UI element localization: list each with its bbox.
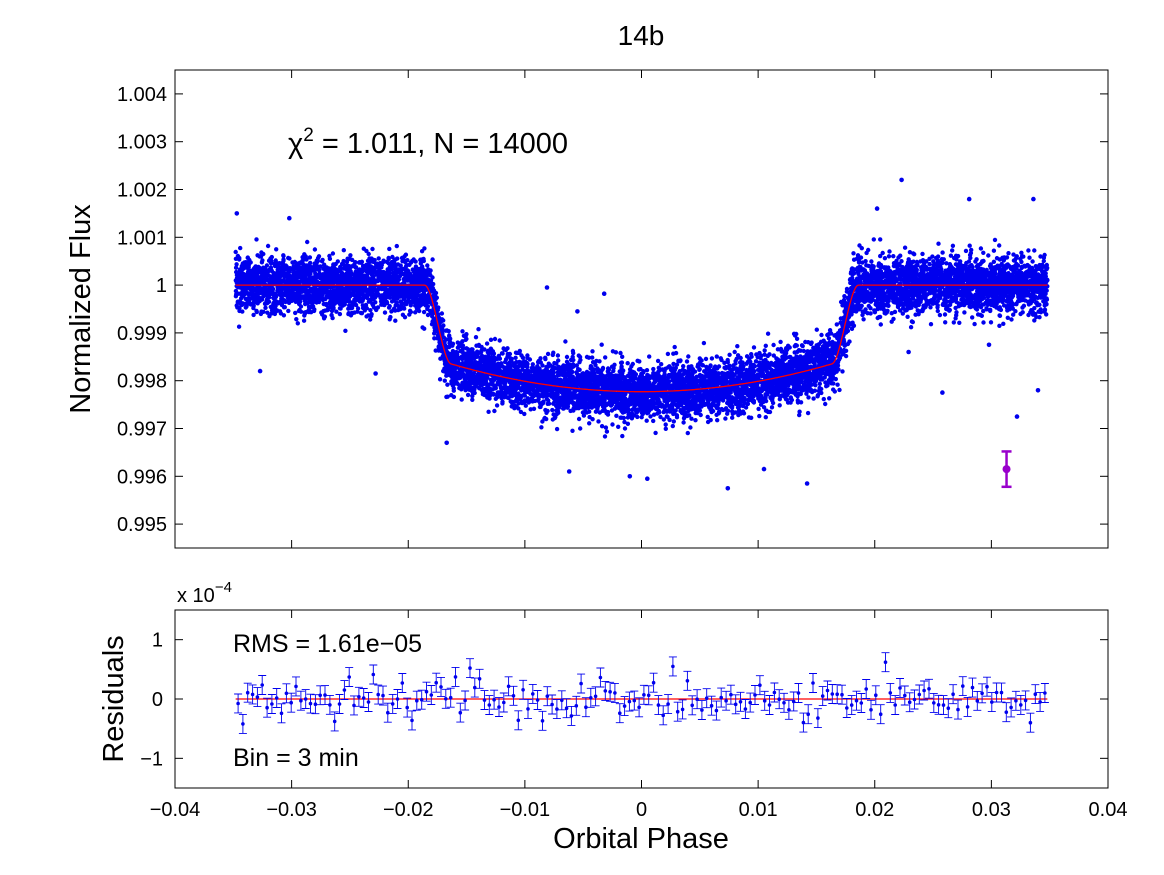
residuals-panel: −1 0 1 −0.04 −0.03 −0.02 −0.01 0 0.01 0.02 0.03 0.…: [98, 579, 1127, 855]
flux-ticks: [174, 70, 1109, 548]
flux-error-marker: [1001, 450, 1012, 489]
flux-outlier-point: [899, 177, 904, 183]
x-tick-label: −0.02: [383, 799, 434, 821]
flux-outlier-point: [544, 285, 550, 290]
flux-outlier-point: [874, 206, 880, 211]
flux-panel: 14b 0.995 0.996 0.997 0.998 0.999 1 1.001 1.002…: [65, 20, 1109, 549]
bin-annotation: Bin = 3 min: [233, 744, 359, 772]
flux-y-tick-label: 0.999: [117, 323, 167, 345]
residual-y-tick-label: 0: [152, 689, 163, 711]
x-tick-label: −0.04: [150, 799, 201, 821]
residual-ticks: [174, 610, 1109, 788]
chart-title: 14b: [618, 20, 665, 51]
flux-outlier-point: [725, 486, 731, 491]
flux-outlier-point: [645, 476, 650, 482]
residual-y-tick-labels: −1 0 1: [140, 630, 163, 771]
flux-y-tick-label: 1.003: [117, 132, 167, 154]
chi-exponent: 2: [303, 125, 314, 146]
flux-outlier-point: [234, 211, 240, 216]
x-tick-label: 0.04: [1089, 799, 1128, 821]
x-tick-label: 0.01: [739, 799, 778, 821]
flux-y-tick-label: 0.997: [117, 419, 167, 441]
flux-outlier-point: [601, 291, 607, 297]
chi2-annotation: χ2 = 1.011, N = 14000: [288, 125, 568, 160]
flux-y-axis-label: Normalized Flux: [65, 204, 97, 414]
residual-series: [234, 652, 1049, 734]
flux-outlier-point: [373, 371, 378, 376]
flux-outlier-point: [444, 440, 450, 446]
flux-outlier-point: [851, 323, 857, 329]
scale-exponent: −4: [215, 579, 232, 596]
x-tick-label: −0.03: [266, 799, 317, 821]
flux-y-tick-label: 0.995: [117, 514, 167, 536]
flux-y-tick-label: 1.004: [117, 84, 167, 106]
x-tick-label: 0: [636, 799, 647, 821]
flux-outlier-point: [966, 196, 972, 202]
x-tick-label: −0.01: [500, 799, 551, 821]
flux-outlier-point: [906, 349, 911, 355]
flux-outlier-point: [1031, 196, 1036, 202]
residual-scale-label: x 10−4: [177, 579, 232, 607]
x-axis-label: Orbital Phase: [553, 823, 729, 855]
rms-annotation: RMS = 1.61e−05: [233, 630, 422, 658]
x-tick-label: 0.03: [972, 799, 1011, 821]
flux-scatter-series: [233, 177, 1050, 491]
x-tick-labels: −0.04 −0.03 −0.02 −0.01 0 0.01 0.02 0.03 0.04: [150, 799, 1128, 821]
flux-y-tick-label: 0.998: [117, 371, 167, 393]
flux-y-tick-label: 0.996: [117, 466, 167, 488]
flux-outlier-point: [804, 481, 810, 486]
x-tick-label: 0.02: [855, 799, 894, 821]
flux-outlier-point: [761, 466, 767, 472]
flux-outlier-point: [566, 469, 572, 474]
flux-outlier-point: [575, 309, 580, 314]
flux-outlier-point: [986, 342, 992, 348]
chi-symbol: χ: [288, 128, 303, 160]
residual-y-tick-label: −1: [140, 748, 163, 770]
flux-outlier-point: [257, 368, 263, 374]
residual-y-tick-label: 1: [152, 630, 163, 652]
scale-base: x 10: [177, 585, 215, 607]
flux-y-tick-label: 1.001: [117, 227, 167, 249]
chi-value-text: = 1.011, N = 14000: [314, 128, 568, 160]
transit-model-line: [235, 284, 1048, 393]
flux-y-tick-labels: 0.995 0.996 0.997 0.998 0.999 1 1.001 1.002 1.00…: [117, 84, 167, 536]
flux-outlier-point: [287, 215, 292, 221]
flux-y-tick-label: 1: [156, 275, 167, 297]
error-marker-point: [1002, 465, 1011, 474]
flux-outlier-point: [1014, 414, 1020, 419]
residual-y-axis-label: Residuals: [98, 635, 130, 762]
flux-data-point: [233, 237, 1050, 439]
flux-outlier-point: [940, 390, 945, 395]
flux-outlier-point: [1035, 388, 1041, 393]
flux-y-tick-label: 1.002: [117, 180, 167, 202]
flux-outlier-point: [627, 474, 633, 479]
